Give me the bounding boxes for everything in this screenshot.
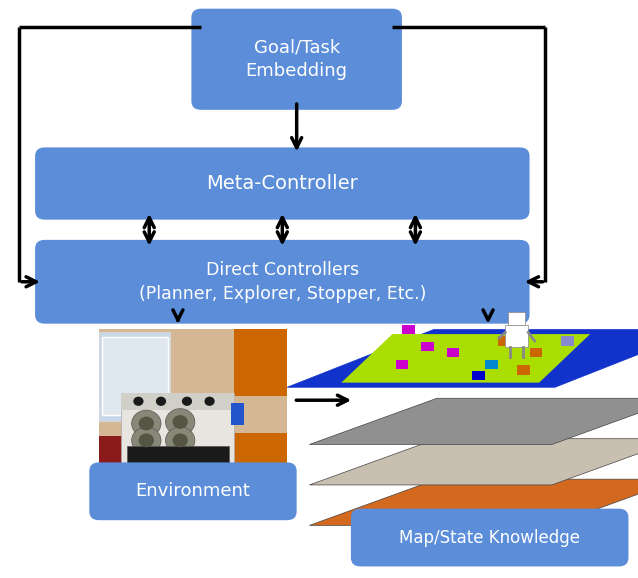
Bar	[498, 336, 510, 346]
Bar	[121, 393, 234, 410]
Bar	[421, 342, 434, 351]
Text: Map/State Knowledge: Map/State Knowledge	[399, 528, 580, 547]
Text: Direct Controllers
(Planner, Explorer, Stopper, Etc.): Direct Controllers (Planner, Explorer, S…	[138, 261, 426, 302]
Bar	[99, 329, 287, 477]
Bar	[231, 403, 244, 425]
Circle shape	[131, 427, 161, 454]
Bar	[505, 325, 528, 347]
Circle shape	[172, 415, 188, 429]
Bar	[99, 436, 170, 477]
Bar	[121, 393, 234, 469]
FancyBboxPatch shape	[191, 9, 402, 110]
Circle shape	[172, 434, 188, 447]
FancyBboxPatch shape	[35, 147, 530, 220]
Circle shape	[165, 427, 195, 454]
Circle shape	[133, 397, 144, 406]
Polygon shape	[287, 329, 638, 387]
Bar	[485, 360, 498, 369]
Bar	[102, 337, 168, 415]
Circle shape	[182, 397, 192, 406]
Bar	[234, 329, 287, 396]
Polygon shape	[309, 398, 638, 444]
Bar	[472, 371, 485, 380]
Circle shape	[138, 417, 154, 431]
FancyBboxPatch shape	[35, 240, 530, 324]
Circle shape	[165, 409, 195, 435]
Circle shape	[204, 397, 214, 406]
Polygon shape	[309, 479, 638, 525]
FancyBboxPatch shape	[89, 462, 297, 520]
Bar	[402, 325, 415, 334]
Circle shape	[138, 434, 154, 447]
Circle shape	[156, 397, 166, 406]
Bar	[530, 348, 542, 357]
Text: Meta-Controller: Meta-Controller	[207, 174, 358, 193]
Circle shape	[131, 410, 161, 437]
Text: Environment: Environment	[135, 482, 251, 501]
Polygon shape	[341, 334, 590, 383]
Bar	[447, 348, 459, 357]
Bar	[99, 332, 170, 421]
FancyBboxPatch shape	[351, 509, 628, 566]
Text: Goal/Task
Embedding: Goal/Task Embedding	[246, 39, 348, 80]
Bar	[561, 336, 574, 346]
Bar	[517, 365, 530, 375]
Polygon shape	[309, 439, 638, 485]
Bar	[127, 446, 229, 469]
Bar	[396, 360, 408, 369]
Bar	[234, 432, 287, 477]
Bar	[508, 312, 525, 325]
